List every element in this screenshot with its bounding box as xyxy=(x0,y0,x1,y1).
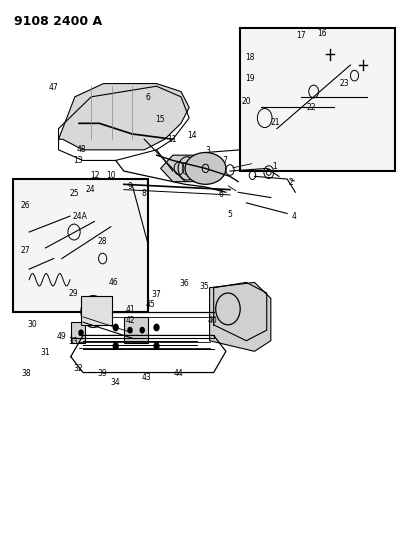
Text: 19: 19 xyxy=(245,74,254,83)
Bar xyxy=(81,296,112,325)
Polygon shape xyxy=(161,155,226,182)
Text: 46: 46 xyxy=(109,278,118,287)
Bar xyxy=(124,317,148,343)
Circle shape xyxy=(154,343,159,349)
Text: 22: 22 xyxy=(307,103,316,112)
Text: 3: 3 xyxy=(205,147,210,156)
Text: 37: 37 xyxy=(152,289,162,298)
Text: 1: 1 xyxy=(272,163,277,171)
Text: 29: 29 xyxy=(68,288,78,297)
Text: 16: 16 xyxy=(317,29,327,38)
Text: 34: 34 xyxy=(110,377,120,386)
Text: 48: 48 xyxy=(76,146,86,155)
Text: 2: 2 xyxy=(289,178,293,187)
Text: 33: 33 xyxy=(68,337,78,346)
Text: 9: 9 xyxy=(127,182,132,191)
Text: 20: 20 xyxy=(242,96,251,106)
Text: 27: 27 xyxy=(20,246,30,255)
Text: 24: 24 xyxy=(85,185,95,194)
Text: 39: 39 xyxy=(98,369,108,378)
Text: 4: 4 xyxy=(292,212,297,221)
Text: 13: 13 xyxy=(73,156,83,165)
Ellipse shape xyxy=(185,152,226,184)
Text: 24A: 24A xyxy=(73,212,88,221)
Text: 49: 49 xyxy=(57,332,67,341)
Text: 5: 5 xyxy=(228,210,233,219)
Text: 45: 45 xyxy=(145,300,155,309)
Text: 32: 32 xyxy=(73,364,83,373)
Circle shape xyxy=(140,327,144,333)
Text: 7: 7 xyxy=(223,156,228,165)
Circle shape xyxy=(113,324,118,330)
Text: 44: 44 xyxy=(174,369,184,378)
Text: 42: 42 xyxy=(125,316,135,325)
Bar xyxy=(13,179,148,312)
Text: 10: 10 xyxy=(106,171,115,180)
Text: 41: 41 xyxy=(125,305,135,314)
Text: 35: 35 xyxy=(200,282,210,291)
Text: 28: 28 xyxy=(98,237,107,246)
Text: 6: 6 xyxy=(219,190,224,199)
Text: 21: 21 xyxy=(271,118,280,127)
Text: 8: 8 xyxy=(142,189,147,198)
Text: 18: 18 xyxy=(246,53,255,62)
Text: 30: 30 xyxy=(27,320,37,329)
Text: 23: 23 xyxy=(339,79,349,88)
Text: 26: 26 xyxy=(20,201,30,210)
Text: 43: 43 xyxy=(141,373,151,382)
Text: 47: 47 xyxy=(49,83,58,92)
Polygon shape xyxy=(210,282,271,351)
Circle shape xyxy=(79,330,83,335)
Text: 15: 15 xyxy=(155,115,164,124)
Text: 25: 25 xyxy=(69,189,79,198)
Bar xyxy=(71,322,85,343)
Bar xyxy=(240,28,395,171)
Ellipse shape xyxy=(218,298,250,328)
Text: 17: 17 xyxy=(297,31,306,41)
Text: 36: 36 xyxy=(179,279,189,288)
Text: 38: 38 xyxy=(21,369,31,378)
Text: 12: 12 xyxy=(90,171,99,180)
Text: 14: 14 xyxy=(188,131,197,140)
Circle shape xyxy=(154,324,159,330)
Circle shape xyxy=(113,343,118,349)
Polygon shape xyxy=(58,84,189,150)
Text: 6: 6 xyxy=(145,93,150,102)
Text: 40: 40 xyxy=(208,316,218,325)
Circle shape xyxy=(128,327,132,333)
Text: 31: 31 xyxy=(41,348,50,357)
Text: 11: 11 xyxy=(167,135,177,144)
Text: 9108 2400 A: 9108 2400 A xyxy=(14,14,102,28)
